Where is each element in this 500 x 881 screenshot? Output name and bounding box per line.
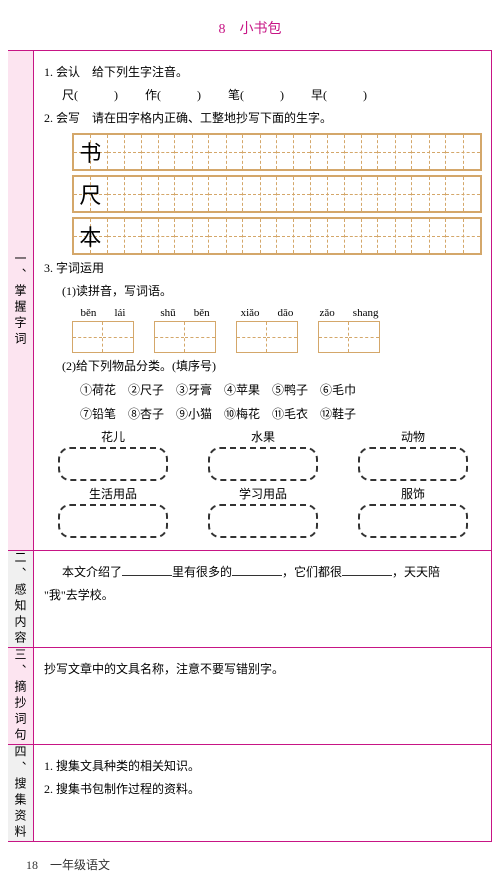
- q1-char-0: 尺( ): [62, 88, 118, 102]
- q1-label: 1. 会认 给下列生字注音。: [44, 63, 482, 82]
- category-box[interactable]: [208, 447, 318, 481]
- items-line-2: ⑦铅笔 ⑧杏子 ⑨小猫 ⑩梅花 ⑪毛衣 ⑫鞋子: [80, 404, 482, 424]
- main-frame: 一、掌握字词 1. 会认 给下列生字注音。 尺( ) 作( ) 笔( ) 早( …: [8, 50, 492, 842]
- fill-blank-text-2: "我"去学校。: [44, 586, 481, 605]
- q1-char-2: 笔( ): [228, 88, 284, 102]
- fill-blank-text: 本文介绍了里有很多的，它们都很，天天陪: [44, 563, 481, 582]
- pinyin-group-2: xiǎodāo: [236, 307, 298, 353]
- section-4-heading: 四、搜集资料: [8, 745, 34, 841]
- tianzige-row-2: 本: [72, 217, 482, 255]
- q1-chars: 尺( ) 作( ) 笔( ) 早( ): [44, 86, 482, 105]
- section-3-content: 抄写文章中的文具名称，注意不要写错别字。: [34, 648, 491, 744]
- tianzige-row-0: 书: [72, 133, 482, 171]
- category-box[interactable]: [208, 504, 318, 538]
- tianzige-cell: 本: [74, 219, 108, 253]
- section-4-line-1: 1. 搜集文具种类的相关知识。: [44, 757, 481, 776]
- pinyin-group-0: běnlái: [72, 307, 134, 353]
- section-2-content: 本文介绍了里有很多的，它们都很，天天陪 "我"去学校。: [34, 551, 491, 647]
- category-box[interactable]: [358, 447, 468, 481]
- tianzige-cell: 尺: [74, 177, 108, 211]
- q2-label: 2. 会写 请在田字格内正确、工整地抄写下面的生字。: [44, 109, 482, 128]
- category-box[interactable]: [58, 504, 168, 538]
- section-4: 四、搜集资料 1. 搜集文具种类的相关知识。 2. 搜集书包制作过程的资料。: [8, 744, 491, 841]
- section-1-heading: 一、掌握字词: [8, 51, 34, 550]
- section-3-heading: 三、摘抄词句: [8, 648, 34, 744]
- section-2-heading: 二、感知内容: [8, 551, 34, 647]
- pinyin-row: běnlái shūběn xiǎodāo zǎoshang: [72, 307, 482, 353]
- section-4-content: 1. 搜集文具种类的相关知识。 2. 搜集书包制作过程的资料。: [34, 745, 491, 841]
- tianzige-cell: 书: [74, 135, 108, 169]
- q3-2-label: (2)给下列物品分类。(填序号): [44, 357, 482, 376]
- section-3: 三、摘抄词句 抄写文章中的文具名称，注意不要写错别字。: [8, 647, 491, 744]
- section-1: 一、掌握字词 1. 会认 给下列生字注音。 尺( ) 作( ) 笔( ) 早( …: [8, 51, 491, 550]
- category-box[interactable]: [58, 447, 168, 481]
- q1-char-1: 作( ): [145, 88, 201, 102]
- category-box[interactable]: [358, 504, 468, 538]
- category-row-2: 生活用品 学习用品 服饰: [44, 485, 482, 538]
- q3-label: 3. 字词运用: [44, 259, 482, 278]
- tianzige-row-1: 尺: [72, 175, 482, 213]
- category-row-1: 花儿 水果 动物: [44, 428, 482, 481]
- pinyin-group-1: shūběn: [154, 307, 216, 353]
- worksheet-page: 8 小书包 一、掌握字词 1. 会认 给下列生字注音。 尺( ) 作( ) 笔(…: [0, 0, 500, 881]
- page-title: 8 小书包: [8, 18, 492, 38]
- items-line-1: ①荷花 ②尺子 ③牙膏 ④苹果 ⑤鸭子 ⑥毛巾: [80, 380, 482, 400]
- section-1-content: 1. 会认 给下列生字注音。 尺( ) 作( ) 笔( ) 早( ) 2. 会写…: [34, 51, 492, 550]
- q3-1-label: (1)读拼音，写词语。: [44, 282, 482, 301]
- section-3-text: 抄写文章中的文具名称，注意不要写错别字。: [44, 660, 481, 679]
- page-footer: 18 一年级语文: [26, 856, 492, 873]
- section-4-line-2: 2. 搜集书包制作过程的资料。: [44, 780, 481, 799]
- pinyin-group-3: zǎoshang: [318, 307, 380, 353]
- section-2: 二、感知内容 本文介绍了里有很多的，它们都很，天天陪 "我"去学校。: [8, 550, 491, 647]
- q1-char-3: 早( ): [311, 88, 367, 102]
